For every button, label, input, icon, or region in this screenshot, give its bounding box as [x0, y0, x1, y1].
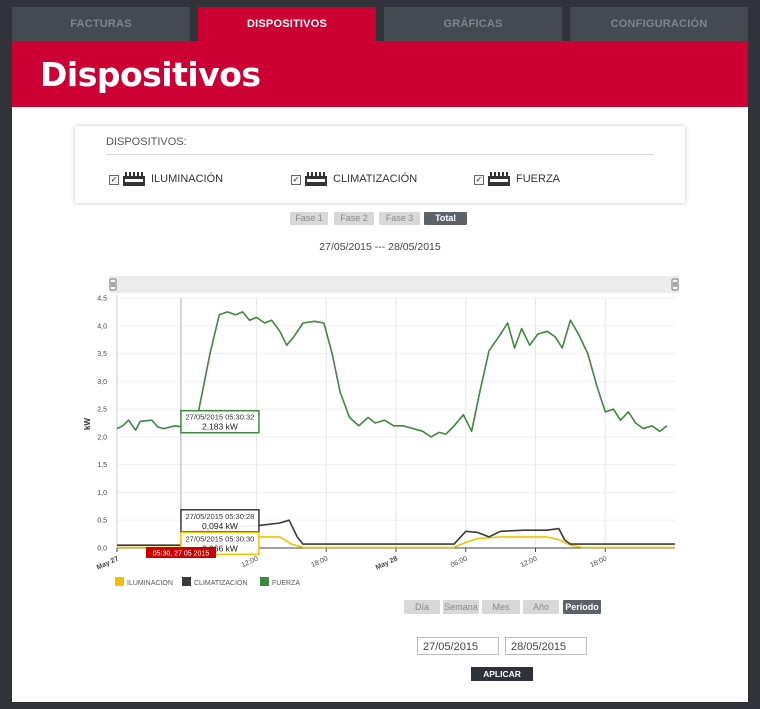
page-banner: Dispositivos	[12, 41, 748, 107]
legend-swatch	[115, 577, 124, 586]
y-tick-label: 0,0	[97, 546, 107, 553]
tab-facturas[interactable]: FACTURAS	[12, 7, 190, 41]
period-periodo-button[interactable]: Período	[563, 600, 601, 614]
x-tick-label: 18:00	[589, 555, 608, 569]
phase-1-button[interactable]: Fase 1	[290, 212, 328, 225]
device-iluminacion-label: ILUMINACIÓN	[151, 173, 224, 185]
device-iluminacion-checkbox[interactable]: ✓	[109, 175, 119, 185]
y-tick-label: 2,5	[97, 407, 107, 414]
zoom-handle-right[interactable]	[671, 278, 679, 291]
phase-2-button[interactable]: Fase 2	[334, 212, 374, 225]
chart-legend: ILUMINACIÓN CLIMATIZACIÓN FUERZA	[115, 577, 300, 587]
legend-swatch	[182, 577, 191, 586]
x-tick-label: May 27	[96, 555, 120, 571]
page-title: Dispositivos	[40, 55, 261, 94]
tooltip-time: 27/05/2015 05:30:32	[186, 413, 255, 422]
meter-icon	[123, 172, 145, 186]
main-content: DISPOSITIVOS: ✓ ILUMINACIÓN ✓ CLIMAT	[12, 107, 748, 702]
zoom-handle-left[interactable]	[109, 278, 117, 291]
period-dia-button[interactable]: Día	[404, 600, 440, 614]
devices-divider	[106, 154, 654, 155]
tab-dispositivos[interactable]: DISPOSITIVOS	[198, 7, 376, 41]
x-tick-label: 12:00	[240, 555, 259, 569]
legend-item: FUERZA	[260, 577, 300, 587]
y-tick-label: 0,5	[97, 518, 107, 525]
period-mes-button[interactable]: Mes	[482, 600, 520, 614]
x-tick-label: 18:00	[310, 555, 329, 569]
apply-button[interactable]: APLICAR	[471, 667, 533, 681]
legend-item: CLIMATIZACIÓN	[182, 577, 248, 587]
tab-graficas[interactable]: GRÁFICAS	[384, 7, 562, 41]
tooltip-value: 2,183 kW	[202, 422, 238, 432]
crosshair-label-text: 05:30, 27 05 2015	[153, 551, 210, 558]
period-semana-button[interactable]: Semana	[443, 600, 479, 614]
device-fuerza-label: FUERZA	[516, 173, 560, 185]
date-from-input[interactable]: 27/05/2015	[417, 637, 499, 655]
zoom-scrollbar-track[interactable]	[109, 276, 679, 293]
device-fuerza-checkbox[interactable]: ✓	[474, 175, 484, 185]
y-tick-label: 3,0	[97, 379, 107, 386]
tooltip-value: 0,094 kW	[202, 521, 238, 531]
phase-total-button[interactable]: Total	[424, 212, 467, 225]
series-line	[116, 311, 668, 438]
meter-icon	[488, 172, 510, 186]
y-tick-label: 4,5	[97, 296, 107, 303]
date-range-label: 27/05/2015 --- 28/05/2015	[319, 241, 441, 253]
y-tick-label: 4,0	[97, 323, 107, 330]
y-tick-label: 1,5	[97, 462, 107, 469]
legend-label: FUERZA	[272, 580, 300, 587]
tab-configuracion[interactable]: CONFIGURACIÓN	[570, 7, 748, 41]
tooltip-time: 27/05/2015 05:30:28	[186, 512, 255, 521]
devices-title: DISPOSITIVOS:	[106, 136, 187, 148]
legend-swatch	[260, 577, 269, 586]
chart-grid	[117, 297, 675, 548]
x-tick-label: 06:00	[450, 555, 469, 569]
x-tick-label: 12:00	[519, 555, 538, 569]
tooltip-box	[180, 409, 260, 434]
legend-label: ILUMINACIÓN	[127, 578, 173, 587]
consumption-chart: 0,0 0,5 1,0 1,5 2,0 2,5 3,0 3,5 4,0 4,5 May 27 12:…	[83, 276, 679, 587]
y-tick-label: 2,0	[97, 434, 107, 441]
y-axis: 0,0 0,5 1,0 1,5 2,0 2,5 3,0 3,5 4,0 4,5	[97, 295, 118, 553]
period-ano-button[interactable]: Año	[523, 600, 559, 614]
tooltip: 27/05/2015 05:30:280,094 kW	[180, 509, 260, 533]
tooltip-time: 27/05/2015 05:30:30	[186, 534, 255, 543]
x-tick-label: May 28	[375, 555, 399, 571]
y-tick-label: 3,5	[97, 351, 107, 358]
device-climatizacion-label: CLIMATIZACIÓN	[333, 173, 418, 185]
date-to-input[interactable]: 28/05/2015	[505, 637, 587, 655]
device-climatizacion-checkbox[interactable]: ✓	[291, 175, 301, 185]
meter-icon	[305, 172, 327, 186]
phase-3-button[interactable]: Fase 3	[379, 212, 420, 225]
legend-label: CLIMATIZACIÓN	[194, 578, 248, 587]
legend-item: ILUMINACIÓN	[115, 577, 173, 587]
main-tabs: FACTURAS DISPOSITIVOS GRÁFICAS CONFIGURA…	[0, 0, 760, 41]
devices-panel: DISPOSITIVOS: ✓ ILUMINACIÓN ✓ CLIMAT	[75, 126, 685, 203]
y-tick-label: 1,0	[97, 490, 107, 497]
tooltip-value: 0,066 kW	[202, 543, 238, 553]
tooltip: 27/05/2015 05:30:322,183 kW	[180, 409, 260, 434]
crosshair-label: 05:30, 27 05 2015	[146, 547, 216, 558]
y-axis-label: kW	[83, 418, 92, 430]
